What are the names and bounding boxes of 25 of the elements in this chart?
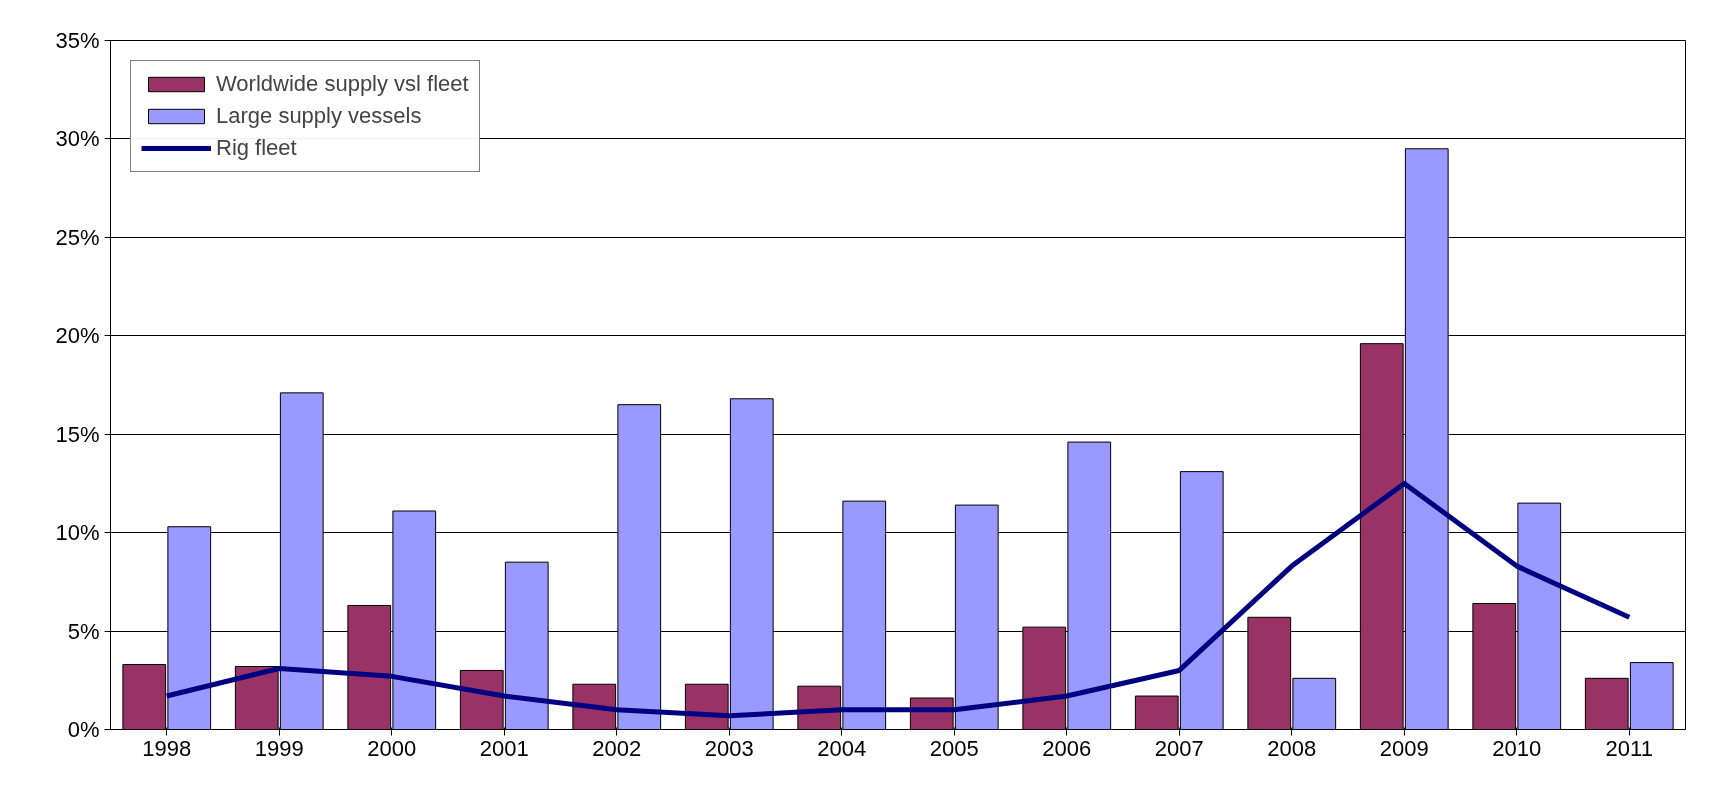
y-tick-label: 30%: [55, 126, 100, 152]
x-tick-label: 2004: [817, 735, 867, 761]
y-tick-label: 20%: [55, 323, 100, 349]
legend-label: Rig fleet: [216, 135, 297, 161]
y-tick-label: 15%: [55, 421, 100, 447]
x-tick-label: 1999: [254, 735, 304, 761]
x-tick-label: 2007: [1154, 735, 1204, 761]
x-tick-label: 2001: [479, 735, 529, 761]
x-tick-label: 1998: [142, 735, 192, 761]
x-tick-label: 2010: [1492, 735, 1542, 761]
y-tick-label: 25%: [55, 224, 100, 250]
y-tick-label: 10%: [55, 520, 100, 546]
x-tick-label: 2005: [929, 735, 979, 761]
y-tick-label: 5%: [67, 618, 100, 644]
x-tick-label: 2002: [592, 735, 642, 761]
legend-label: Large supply vessels: [216, 103, 422, 129]
legend-label: Worldwide supply vsl fleet: [216, 71, 469, 97]
x-tick-label: 2003: [704, 735, 754, 761]
x-tick-label: 2008: [1267, 735, 1317, 761]
y-tick-label: 35%: [55, 28, 100, 53]
y-tick-label: 0%: [67, 717, 100, 742]
x-tick-label: 2006: [1042, 735, 1092, 761]
x-tick-label: 2000: [367, 735, 417, 761]
x-tick-label: 2009: [1379, 735, 1429, 761]
x-tick-label: 2011: [1605, 735, 1653, 761]
